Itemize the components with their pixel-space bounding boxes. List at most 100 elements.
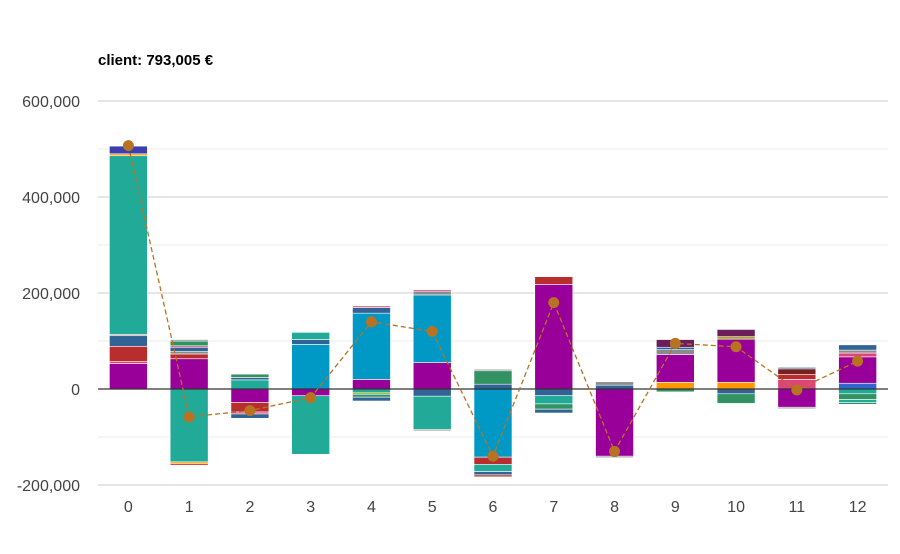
x-tick-label: 10 bbox=[727, 499, 745, 516]
bar-segment[interactable] bbox=[230, 373, 270, 378]
x-tick-label: 2 bbox=[245, 499, 254, 516]
bar-segment[interactable] bbox=[412, 290, 452, 296]
x-axis: 0 1 2 3 4 5 6 7 8 9 10 11 12 bbox=[124, 499, 867, 516]
bar-segment[interactable] bbox=[473, 388, 513, 458]
bar-segment[interactable] bbox=[352, 305, 391, 308]
bar-segment[interactable] bbox=[352, 393, 391, 398]
bar-segment[interactable] bbox=[169, 388, 209, 463]
bar-segment[interactable] bbox=[777, 374, 817, 380]
bar-segment[interactable] bbox=[716, 329, 756, 337]
bar-segment[interactable] bbox=[534, 408, 574, 414]
bar-segment[interactable] bbox=[473, 471, 513, 476]
bar-segment[interactable] bbox=[109, 335, 148, 347]
line-point[interactable] bbox=[852, 355, 864, 367]
bar-segment[interactable] bbox=[169, 463, 209, 466]
bar-segment[interactable] bbox=[473, 369, 513, 372]
bar-segment[interactable] bbox=[412, 388, 452, 397]
bar-segment[interactable] bbox=[352, 396, 391, 402]
line-point[interactable] bbox=[426, 325, 438, 337]
bar-segment[interactable] bbox=[716, 388, 756, 395]
bar-segment[interactable] bbox=[352, 307, 391, 314]
x-tick-label: 1 bbox=[185, 499, 194, 516]
y-tick-label: 600,000 bbox=[22, 94, 80, 111]
bar-segment[interactable] bbox=[352, 379, 391, 390]
line-point[interactable] bbox=[669, 337, 681, 349]
y-axis: -200,000 0 200,000 400,000 600,000 bbox=[17, 94, 80, 495]
bar-segment[interactable] bbox=[169, 339, 209, 342]
bar-segment[interactable] bbox=[777, 367, 817, 370]
bar-segment[interactable] bbox=[230, 388, 270, 403]
bar-segment[interactable] bbox=[291, 332, 330, 340]
x-tick-label: 5 bbox=[428, 499, 437, 516]
bar-segment[interactable] bbox=[534, 403, 574, 410]
bar-segment[interactable] bbox=[838, 393, 877, 400]
x-tick-label: 11 bbox=[789, 499, 806, 516]
bar-segment[interactable] bbox=[291, 395, 330, 455]
line-point[interactable] bbox=[791, 384, 803, 396]
bar-segment[interactable] bbox=[716, 336, 756, 340]
bar-segment[interactable] bbox=[838, 349, 877, 354]
bar-segment[interactable] bbox=[534, 395, 574, 405]
bar-segment[interactable] bbox=[169, 340, 209, 347]
bar-segment[interactable] bbox=[109, 345, 148, 362]
line-layer bbox=[122, 140, 864, 462]
bar-segment[interactable] bbox=[656, 381, 695, 390]
bar-segment[interactable] bbox=[473, 474, 513, 478]
bar-segment[interactable] bbox=[230, 377, 270, 381]
bar-segment[interactable] bbox=[656, 349, 695, 355]
y-tick-label: 200,000 bbox=[22, 286, 80, 303]
line-point[interactable] bbox=[183, 411, 195, 423]
bar-segment[interactable] bbox=[109, 155, 148, 335]
bar-segment[interactable] bbox=[169, 351, 209, 355]
x-tick-label: 12 bbox=[849, 499, 867, 516]
bar-segment[interactable] bbox=[716, 393, 756, 404]
bar-segment[interactable] bbox=[838, 399, 877, 403]
x-tick-label: 9 bbox=[671, 499, 680, 516]
line-point[interactable] bbox=[122, 140, 134, 152]
bar-segment[interactable] bbox=[473, 464, 513, 472]
chart-title: client: 793,005 € bbox=[98, 52, 214, 69]
line-point[interactable] bbox=[244, 405, 256, 417]
bar-segment[interactable] bbox=[473, 370, 513, 385]
line-point[interactable] bbox=[365, 316, 377, 328]
y-tick-label: 0 bbox=[71, 382, 80, 399]
x-tick-label: 4 bbox=[367, 499, 376, 516]
bar-segment[interactable] bbox=[777, 406, 817, 409]
line-point[interactable] bbox=[609, 445, 621, 457]
line-point[interactable] bbox=[730, 341, 742, 353]
bar-segment[interactable] bbox=[230, 379, 270, 390]
line-point[interactable] bbox=[548, 297, 560, 309]
bar-segment[interactable] bbox=[473, 383, 513, 390]
bar-segment[interactable] bbox=[534, 276, 574, 285]
bar-segment[interactable] bbox=[412, 429, 452, 432]
bar-segment[interactable] bbox=[534, 388, 574, 397]
bar-segment[interactable] bbox=[291, 344, 330, 390]
bar-segment[interactable] bbox=[716, 381, 756, 390]
x-tick-label: 8 bbox=[610, 499, 619, 516]
y-tick-label: 400,000 bbox=[22, 190, 80, 207]
bar-segment[interactable] bbox=[595, 381, 634, 386]
x-tick-label: 6 bbox=[489, 499, 498, 516]
bar-segment[interactable] bbox=[412, 395, 452, 430]
bar-segment[interactable] bbox=[838, 382, 877, 390]
x-tick-label: 7 bbox=[549, 499, 558, 516]
bar-segment[interactable] bbox=[169, 358, 209, 390]
x-tick-label: 0 bbox=[124, 499, 133, 516]
bar-segment[interactable] bbox=[109, 363, 148, 390]
bar-segment[interactable] bbox=[838, 344, 877, 351]
y-tick-label: -200,000 bbox=[17, 478, 80, 495]
bar-segment[interactable] bbox=[412, 289, 452, 292]
bar-segment[interactable] bbox=[595, 388, 634, 457]
bar-segment[interactable] bbox=[838, 388, 877, 395]
line-point[interactable] bbox=[305, 392, 317, 404]
bar-segment[interactable] bbox=[291, 339, 330, 345]
bar-segment[interactable] bbox=[838, 402, 877, 405]
x-tick-label: 3 bbox=[306, 499, 315, 516]
line-point[interactable] bbox=[487, 450, 499, 462]
bar-segment[interactable] bbox=[412, 362, 452, 390]
bar-segment[interactable] bbox=[169, 346, 209, 352]
bar-segment[interactable] bbox=[777, 368, 817, 375]
bars-layer bbox=[109, 145, 877, 478]
